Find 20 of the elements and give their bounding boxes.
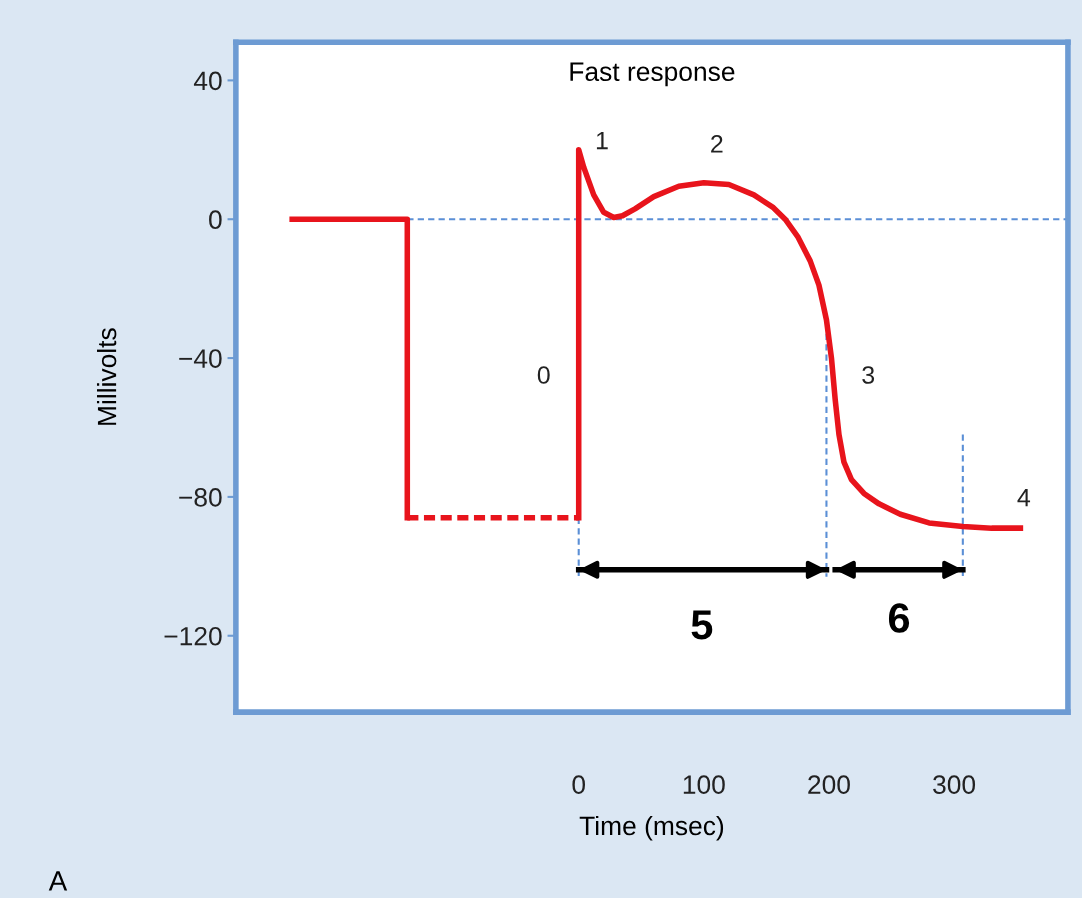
y-tick-label: −120	[164, 626, 222, 646]
y-tick-label: 40	[193, 71, 222, 91]
y-tick-label: 0	[209, 210, 222, 230]
annotation: 5	[691, 610, 713, 640]
annotation: 0	[537, 366, 550, 384]
annotation: 4	[1017, 489, 1031, 507]
y-tick-label: −40	[179, 349, 222, 368]
y-tick-label: −80	[179, 488, 222, 507]
text: A	[48, 871, 68, 891]
x-tick-label: 300	[933, 775, 976, 794]
annotation: 3	[862, 366, 875, 384]
x-tick-label: 0	[572, 775, 586, 794]
x-tick-label: 200	[808, 775, 850, 794]
annotation: 2	[711, 135, 723, 153]
annotation: 1	[596, 131, 608, 150]
x-axis-title: Time (msec)	[579, 815, 724, 841]
annotation: 6	[888, 603, 910, 633]
text: Fast response	[570, 62, 735, 87]
x-tick-label: 100	[683, 775, 725, 794]
y-axis-title: Millivolts	[96, 328, 117, 425]
